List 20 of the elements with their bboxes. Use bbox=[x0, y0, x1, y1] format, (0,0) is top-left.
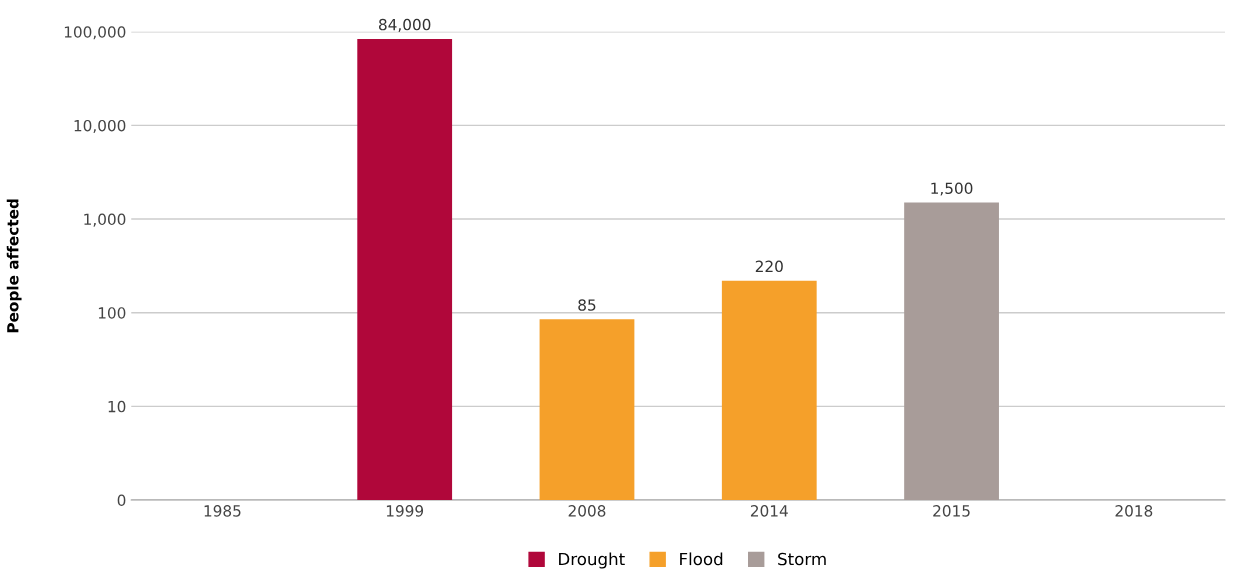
x-tick-label: 1999 bbox=[386, 505, 424, 517]
data-label: 220 bbox=[755, 260, 783, 273]
legend-label: Flood bbox=[680, 552, 723, 566]
data-label: 1,500 bbox=[931, 182, 973, 196]
y-tick-label: 1,000 bbox=[84, 213, 126, 227]
legend-label: Storm bbox=[778, 552, 826, 566]
y-tick-label: 100,000 bbox=[64, 26, 126, 40]
data-label: 85 bbox=[578, 299, 596, 311]
y-tick-label: 10,000 bbox=[74, 119, 126, 134]
x-tick-label: 2018 bbox=[1115, 505, 1153, 517]
y-axis-title: People affected bbox=[6, 199, 22, 333]
x-tick-label: 1985 bbox=[204, 505, 241, 517]
data-label: 84,000 bbox=[378, 18, 431, 32]
x-tick-label: 2008 bbox=[568, 505, 606, 517]
legend-label: Drought bbox=[559, 552, 625, 569]
y-tick-label: 0 bbox=[117, 494, 126, 506]
x-tick-label: 2015 bbox=[933, 505, 970, 517]
y-tick-label: 100 bbox=[98, 307, 126, 319]
x-tick-label: 2014 bbox=[750, 505, 788, 517]
y-tick-label: 10 bbox=[108, 400, 126, 413]
